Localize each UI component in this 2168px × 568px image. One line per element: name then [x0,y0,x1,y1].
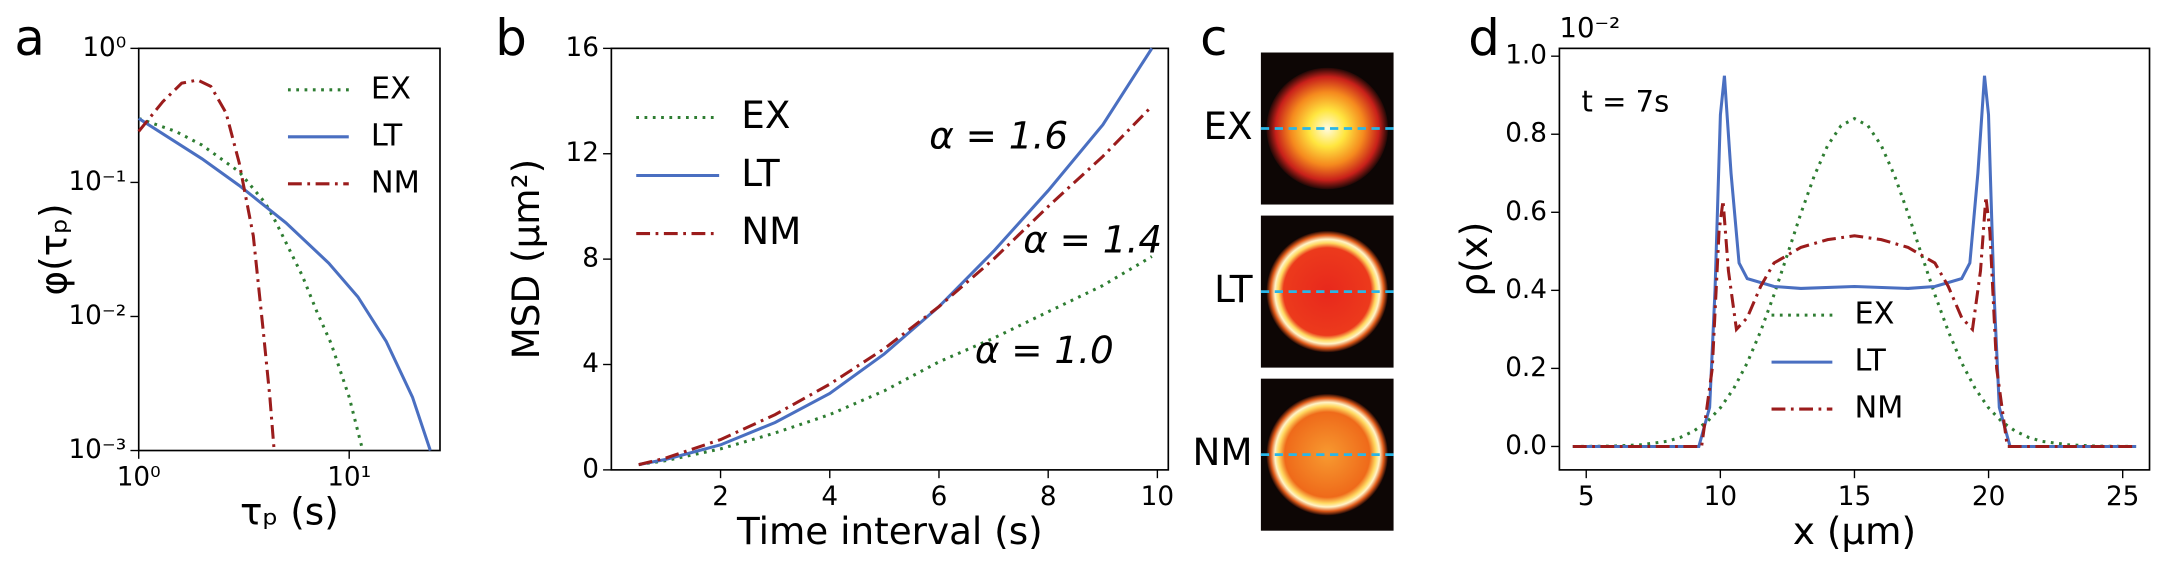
y-tick-label: 0.2 [1505,353,1547,383]
legend-label: LT [371,118,403,153]
x-axis-label: x (μm) [1793,509,1916,553]
y-tick-label: 4 [582,349,599,379]
x-tick-label: 8 [1040,482,1057,512]
series-line [138,117,365,451]
image-label: LT [1214,267,1253,311]
y-tick-label: 10⁻³ [68,435,126,465]
y-axis-label: MSD (μm²) [504,159,548,360]
panel-label: c [1200,9,1227,67]
y-tick-label: 0 [582,454,599,484]
image-label: NM [1193,430,1253,474]
y-tick-label: 10⁻¹ [68,167,126,197]
series-line [1572,196,2137,449]
y-tick-label: 10⁰ [82,33,126,63]
x-tick-label: 25 [2106,482,2139,512]
legend-label: NM [1854,391,1903,426]
legend-label: EX [1854,297,1894,332]
x-axis-label: τₚ (s) [240,490,339,534]
legend-label: EX [371,71,411,106]
y-tick-label: 16 [566,33,599,63]
x-tick-label: 5 [1578,482,1595,512]
y-tick-label: 10⁻² [68,301,126,331]
x-tick-label: 10⁰ [117,463,161,493]
panel-label: b [495,9,527,67]
image-spot [1266,67,1389,190]
x-tick-label: 10¹ [327,463,371,493]
y-tick-label: 0.6 [1505,197,1547,227]
x-tick-label: 15 [1838,482,1871,512]
legend-label: EX [741,93,790,137]
panel-label: d [1468,9,1500,67]
x-tick-label: 10 [1141,482,1174,512]
plot-frame [137,47,441,452]
series-line [1572,75,2137,449]
y-tick-label: 1.0 [1505,41,1547,71]
panel-label: a [14,9,45,67]
y-tick-label: 0.0 [1505,431,1547,461]
x-tick-label: 4 [821,482,838,512]
y-axis-label: φ(τₚ) [31,203,75,295]
legend-label: LT [741,151,780,195]
y-tick-label: 12 [566,138,599,168]
y-tick-label: 0.4 [1505,275,1547,305]
image-spot [1266,393,1389,516]
x-tick-label: 2 [712,482,729,512]
x-tick-label: 10 [1704,482,1737,512]
image-spot [1266,230,1389,353]
series-line [638,255,1153,467]
y-axis-label: ρ(x) [1452,222,1496,297]
annotation: t = 7s [1582,85,1670,119]
annotation: α = 1.6 [929,114,1068,158]
legend-label: NM [741,209,801,253]
series-line [137,117,432,452]
legend-label: NM [371,165,420,200]
series-line [1572,116,2137,449]
y-tick-label: 0.8 [1505,119,1547,149]
annotation: α = 1.4 [1023,217,1162,261]
image-label: EX [1203,104,1252,148]
x-tick-label: 20 [1972,482,2005,512]
series-line [638,47,1154,467]
annotation: α = 1.0 [975,328,1114,372]
offset-text: 10⁻² [1559,11,1620,44]
series-line [137,78,276,451]
y-tick-label: 8 [582,244,599,274]
x-axis-label: Time interval (s) [736,509,1043,553]
series-line [638,105,1153,467]
legend-label: LT [1854,344,1886,379]
x-tick-label: 6 [931,482,948,512]
